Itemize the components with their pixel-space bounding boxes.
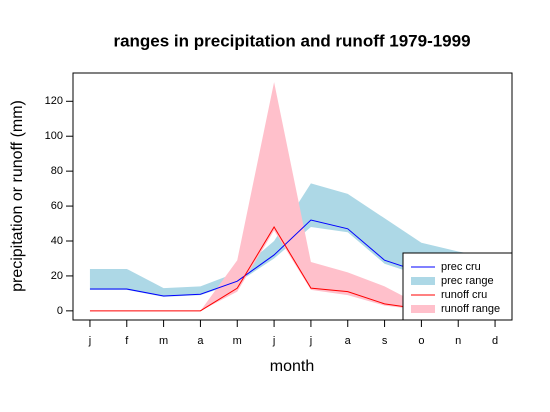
x-tick-label: a [197,335,204,347]
y-tick-label: 80 [51,165,63,177]
x-axis-label: month [270,358,314,375]
legend-label: prec range [441,275,494,287]
legend-label: runoff range [441,303,500,315]
x-tick-label: j [272,335,275,347]
y-tick-label: 120 [45,95,63,107]
legend-label: prec cru [441,261,481,273]
x-tick-label: m [233,335,242,347]
y-tick-label: 20 [51,270,63,282]
range-band [89,82,496,311]
x-tick-label: j [309,335,312,347]
y-tick-label: 100 [45,130,63,142]
y-tick-label: 60 [51,200,63,212]
y-tick-label: 0 [57,305,63,317]
x-tick-label: m [159,335,168,347]
x-tick-label: f [125,335,129,347]
x-tick-label: d [492,335,498,347]
x-tick-label: a [345,335,352,347]
x-tick-label: o [418,335,424,347]
legend-label: runoff cru [441,289,487,301]
x-tick-label: n [455,335,461,347]
x-tick-label: j [88,335,91,347]
plot-frame [72,72,513,321]
chart-title: ranges in precipitation and runoff 1979-… [113,31,470,50]
y-axis-label: precipitation or runoff (mm) [9,100,26,292]
y-tick-label: 40 [51,235,63,247]
x-tick-label: s [382,335,388,347]
